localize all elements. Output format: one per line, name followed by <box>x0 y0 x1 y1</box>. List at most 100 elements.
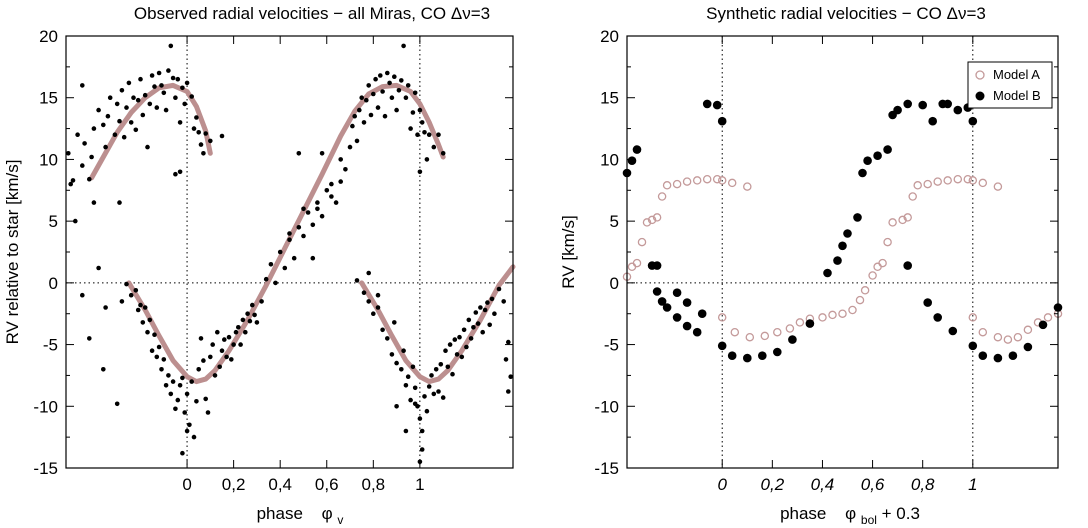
left-data-point <box>205 410 211 415</box>
left-data-point <box>475 321 481 326</box>
model-a-point <box>963 174 973 184</box>
left-data-point <box>156 70 162 76</box>
model-b-point <box>853 213 862 222</box>
left-panel: Observed radial velocities − all Miras, … <box>3 4 516 527</box>
model-a-point <box>978 178 988 188</box>
left-data-point <box>128 292 134 298</box>
left-data-point <box>191 126 197 131</box>
right-x-tick-label: 0,8 <box>911 475 935 494</box>
left-data-point <box>170 75 176 81</box>
legend: Model A Model B <box>967 61 1053 109</box>
model-a-point <box>838 309 847 318</box>
model-b-point <box>903 261 912 270</box>
left-data-point <box>301 206 306 212</box>
left-data-point <box>233 329 239 335</box>
left-data-point <box>135 97 141 103</box>
left-data-point <box>66 151 71 156</box>
left-data-point <box>119 299 125 304</box>
model-a-point <box>785 324 795 333</box>
left-data-point <box>219 133 225 139</box>
model-a-point <box>1013 332 1023 342</box>
left-data-point <box>191 434 197 440</box>
left-data-point <box>361 290 367 296</box>
model-b-point <box>993 353 1003 363</box>
left-data-point <box>354 278 360 283</box>
left-data-point <box>385 70 390 76</box>
left-data-point <box>180 450 185 456</box>
left-data-point <box>503 357 509 362</box>
left-data-point <box>424 157 430 162</box>
right-x-label-suffix: + 0.3 <box>882 504 920 523</box>
left-data-point <box>412 385 418 391</box>
model-a-point <box>828 310 837 320</box>
left-data-point <box>124 281 129 287</box>
model-a-point <box>848 305 857 315</box>
left-data-point <box>149 348 155 354</box>
left-x-tick-label: 0,4 <box>268 475 292 494</box>
model-b-point <box>858 168 867 178</box>
left-data-point <box>126 80 132 86</box>
left-data-point <box>145 329 150 335</box>
left-data-point <box>180 85 185 91</box>
left-data-point <box>208 138 213 144</box>
left-data-point <box>338 179 344 184</box>
left-data-point <box>154 354 160 360</box>
model-b-point <box>1008 351 1018 361</box>
left-data-point <box>471 325 476 330</box>
model-a-point <box>908 192 917 201</box>
left-data-point <box>310 222 316 228</box>
model-b-point <box>788 335 797 344</box>
left-data-point <box>263 276 269 282</box>
left-data-point <box>366 299 372 304</box>
model-a-point <box>727 178 737 188</box>
model-b-point <box>833 256 842 265</box>
left-data-point <box>177 169 183 175</box>
left-data-point <box>375 105 381 110</box>
left-data-point <box>89 154 94 160</box>
model-a-point <box>743 182 752 191</box>
left-data-point <box>405 374 411 380</box>
left-data-point <box>433 367 439 372</box>
left-data-point <box>226 334 232 340</box>
left-data-point <box>392 320 397 325</box>
model-b-point <box>672 288 682 298</box>
model-b-point <box>953 105 963 115</box>
left-data-point <box>87 336 92 341</box>
model-b-point <box>717 116 727 126</box>
left-data-point <box>161 357 167 362</box>
model-a-point <box>657 192 667 201</box>
left-data-point <box>368 112 374 118</box>
left-data-point <box>429 373 434 378</box>
left-data-point <box>184 428 190 434</box>
left-data-point <box>436 389 441 394</box>
left-data-point <box>177 120 183 125</box>
model-a-point <box>943 176 952 185</box>
left-data-point <box>450 371 455 377</box>
model-a-point <box>933 177 942 186</box>
model-b-point <box>933 313 942 322</box>
left-x-label-prefix: phase <box>257 504 303 523</box>
left-data-point <box>117 200 122 205</box>
left-data-point <box>438 362 444 367</box>
left-data-point <box>268 262 274 267</box>
left-data-point <box>187 422 192 428</box>
left-data-point <box>422 394 427 399</box>
left-data-point <box>121 134 127 140</box>
left-y-tick-label: 10 <box>39 150 58 169</box>
left-data-point <box>501 299 507 304</box>
left-data-point <box>189 94 194 99</box>
model-b-point <box>717 341 727 351</box>
left-data-point <box>426 384 432 389</box>
left-data-point <box>175 397 181 403</box>
model-a-point <box>760 331 770 341</box>
left-data-point <box>359 95 365 100</box>
left-data-point <box>101 122 106 128</box>
left-data-point <box>399 367 404 372</box>
fit-lower-right <box>359 264 516 385</box>
left-data-point <box>419 120 425 125</box>
left-data-point <box>394 360 399 366</box>
left-data-point <box>333 200 339 205</box>
left-data-point <box>163 107 169 113</box>
right-panel: Synthetic radial velocities − CO Δν=3 20… <box>559 4 1063 527</box>
model-a-point <box>993 182 1003 191</box>
